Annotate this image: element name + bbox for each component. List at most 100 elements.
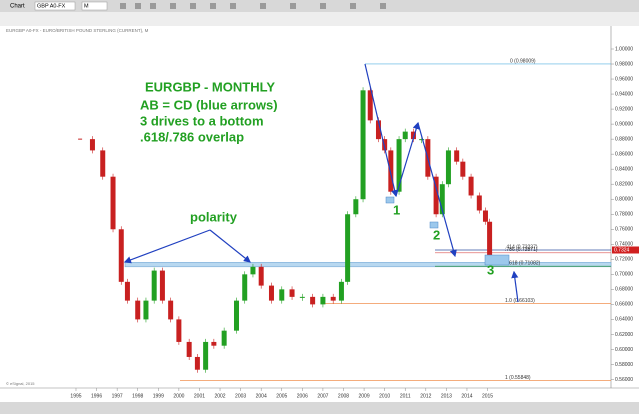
candle: [143, 300, 149, 320]
y-tick-label: 0.58000: [615, 362, 633, 368]
fib-label: .414 (0.73237): [505, 244, 538, 250]
candle: [221, 330, 227, 346]
symbol[interactable]: GBP A0-FX: [37, 3, 66, 9]
x-tick-label: 2000: [173, 393, 184, 399]
y-tick-label: 0.96000: [615, 76, 633, 82]
label: polarity: [190, 209, 238, 224]
candle: [330, 296, 336, 301]
x-tick-label: 2004: [256, 393, 267, 399]
candle: [345, 214, 351, 282]
toolbar-title[interactable]: Chart: [10, 4, 25, 10]
candle: [194, 356, 200, 370]
y-tick-label: 0.62000: [615, 332, 633, 338]
candle: [203, 341, 209, 370]
y-tick-label: 0.66000: [615, 302, 633, 308]
candle: [367, 90, 373, 121]
candle: [279, 289, 285, 301]
candle: [176, 319, 182, 342]
candle: [439, 184, 445, 215]
x-tick-label: 2001: [194, 393, 205, 399]
candle: [388, 150, 394, 192]
candle: [289, 289, 295, 297]
annotation: AB = CD (blue arrows): [140, 97, 278, 112]
y-tick-label: 0.86000: [615, 151, 633, 157]
fib-label: 1.0 (0.66103): [505, 298, 535, 304]
candle: [258, 266, 264, 286]
candle: [460, 161, 466, 177]
y-tick-label: 1.00000: [615, 46, 633, 52]
candle: [118, 229, 124, 282]
interval[interactable]: M: [84, 3, 89, 9]
y-tick-label: 0.60000: [615, 347, 633, 353]
candle: [320, 296, 326, 305]
candle: [151, 270, 157, 301]
candle: [124, 281, 130, 301]
y-tick-label: 0.90000: [615, 121, 633, 127]
label: 1: [393, 202, 400, 217]
y-tick-label: 0.64000: [615, 317, 633, 323]
arrow: [209, 229, 251, 263]
candle: [454, 150, 460, 162]
x-tick-label: 2011: [400, 393, 411, 399]
last-price-box: [612, 246, 639, 254]
y-tick-label: 0.56000: [615, 377, 633, 383]
footer: © eSignal, 2015: [6, 381, 35, 386]
candle: [211, 341, 217, 346]
label: 2: [433, 227, 440, 242]
candle: [242, 274, 248, 301]
fib-label: 1 (0.55848): [505, 375, 531, 381]
y-tick-label: 0.72000: [615, 257, 633, 263]
candle: [338, 281, 344, 301]
candle: [402, 131, 408, 140]
y-tick-label: 0.68000: [615, 287, 633, 293]
arrow: [395, 121, 420, 197]
x-tick-label: 2015: [482, 393, 493, 399]
candle: [445, 150, 451, 185]
annotation: .618/.786 overlap: [140, 129, 244, 144]
candle: [396, 139, 402, 192]
arrow: [511, 270, 519, 303]
x-tick-label: 2008: [338, 393, 349, 399]
candle: [110, 176, 116, 230]
x-tick-label: 1996: [91, 393, 102, 399]
x-tick-label: 1997: [112, 393, 123, 399]
fib-label: .786 (0.72871): [505, 247, 538, 253]
candle: [487, 221, 493, 256]
candle: [360, 90, 366, 200]
candle: [250, 266, 256, 275]
candle: [353, 199, 359, 215]
candle: [135, 300, 141, 320]
fib-label: 0 (0.98009): [510, 58, 536, 64]
target-zone: [429, 221, 439, 229]
y-tick-label: 0.74000: [615, 242, 633, 248]
candle: [310, 296, 316, 305]
candle: [419, 139, 425, 141]
arrow: [417, 122, 457, 258]
y-tick-label: 0.92000: [615, 106, 633, 112]
symbol-box[interactable]: [34, 1, 76, 11]
candle: [433, 176, 439, 215]
y-tick-label: 0.84000: [615, 167, 633, 173]
x-tick-label: 1998: [132, 393, 143, 399]
annotation: 3 drives to a bottom: [140, 113, 264, 128]
x-tick-label: 2005: [276, 393, 287, 399]
interval-box[interactable]: [81, 1, 108, 11]
polarity-zone: [124, 262, 612, 268]
y-tick-label: 0.88000: [615, 136, 633, 142]
candle: [268, 285, 274, 301]
status-bar: [0, 402, 639, 414]
x-tick-label: 2013: [441, 393, 452, 399]
y-tick-label: 0.94000: [615, 91, 633, 97]
candle: [299, 296, 305, 298]
y-tick-label: 0.70000: [615, 272, 633, 278]
x-tick-label: 2007: [317, 393, 328, 399]
title: EURGBP - MONTHLY: [145, 79, 275, 94]
target-zone: [385, 196, 395, 204]
x-tick-label: 1995: [70, 393, 81, 399]
candle: [382, 139, 388, 151]
y-tick-label: 0.98000: [615, 61, 633, 67]
x-tick-label: 2010: [379, 393, 390, 399]
y-tick-label: 0.76000: [615, 227, 633, 233]
y-tick-label: 0.78000: [615, 212, 633, 218]
